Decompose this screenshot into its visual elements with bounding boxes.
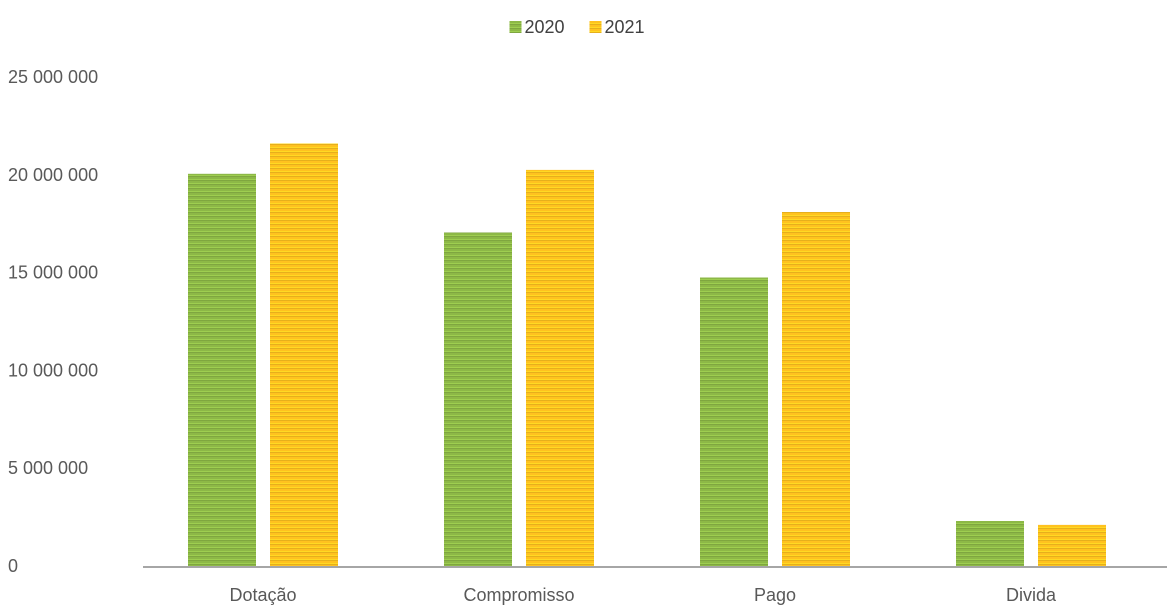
bar-2021-3 — [1038, 524, 1106, 566]
legend-label-2020: 2020 — [525, 17, 565, 37]
bar-2020-1 — [444, 232, 512, 566]
legend-swatch-2021 — [589, 21, 602, 33]
legend-label-2021: 2021 — [605, 17, 645, 37]
y-tick-label: 0 — [8, 556, 18, 576]
y-tick-label: 25 000 000 — [8, 67, 98, 87]
x-tick-label: Pago — [754, 585, 796, 605]
legend: 2020 2021 — [509, 17, 645, 37]
y-tick-label: 5 000 000 — [8, 458, 88, 478]
x-axis: Dotação Compromisso Pago Divida — [143, 566, 1167, 605]
bar-2021-2 — [782, 212, 850, 566]
x-tick-label: Dotação — [229, 585, 296, 605]
bar-2020-0 — [188, 173, 256, 567]
bars — [188, 143, 1106, 567]
y-tick-label: 10 000 000 — [8, 360, 98, 380]
bar-2020-3 — [956, 521, 1024, 566]
bar-2020-2 — [700, 277, 768, 566]
y-tick-label: 20 000 000 — [8, 165, 98, 185]
y-tick-label: 15 000 000 — [8, 263, 98, 283]
bar-2021-1 — [526, 169, 594, 566]
x-tick-label: Divida — [1006, 585, 1057, 605]
y-axis: 0 5 000 000 10 000 000 15 000 000 20 000 000… — [8, 67, 98, 576]
x-tick-label: Compromisso — [463, 585, 574, 605]
legend-swatch-2020 — [509, 21, 522, 33]
bar-2021-0 — [270, 143, 338, 566]
